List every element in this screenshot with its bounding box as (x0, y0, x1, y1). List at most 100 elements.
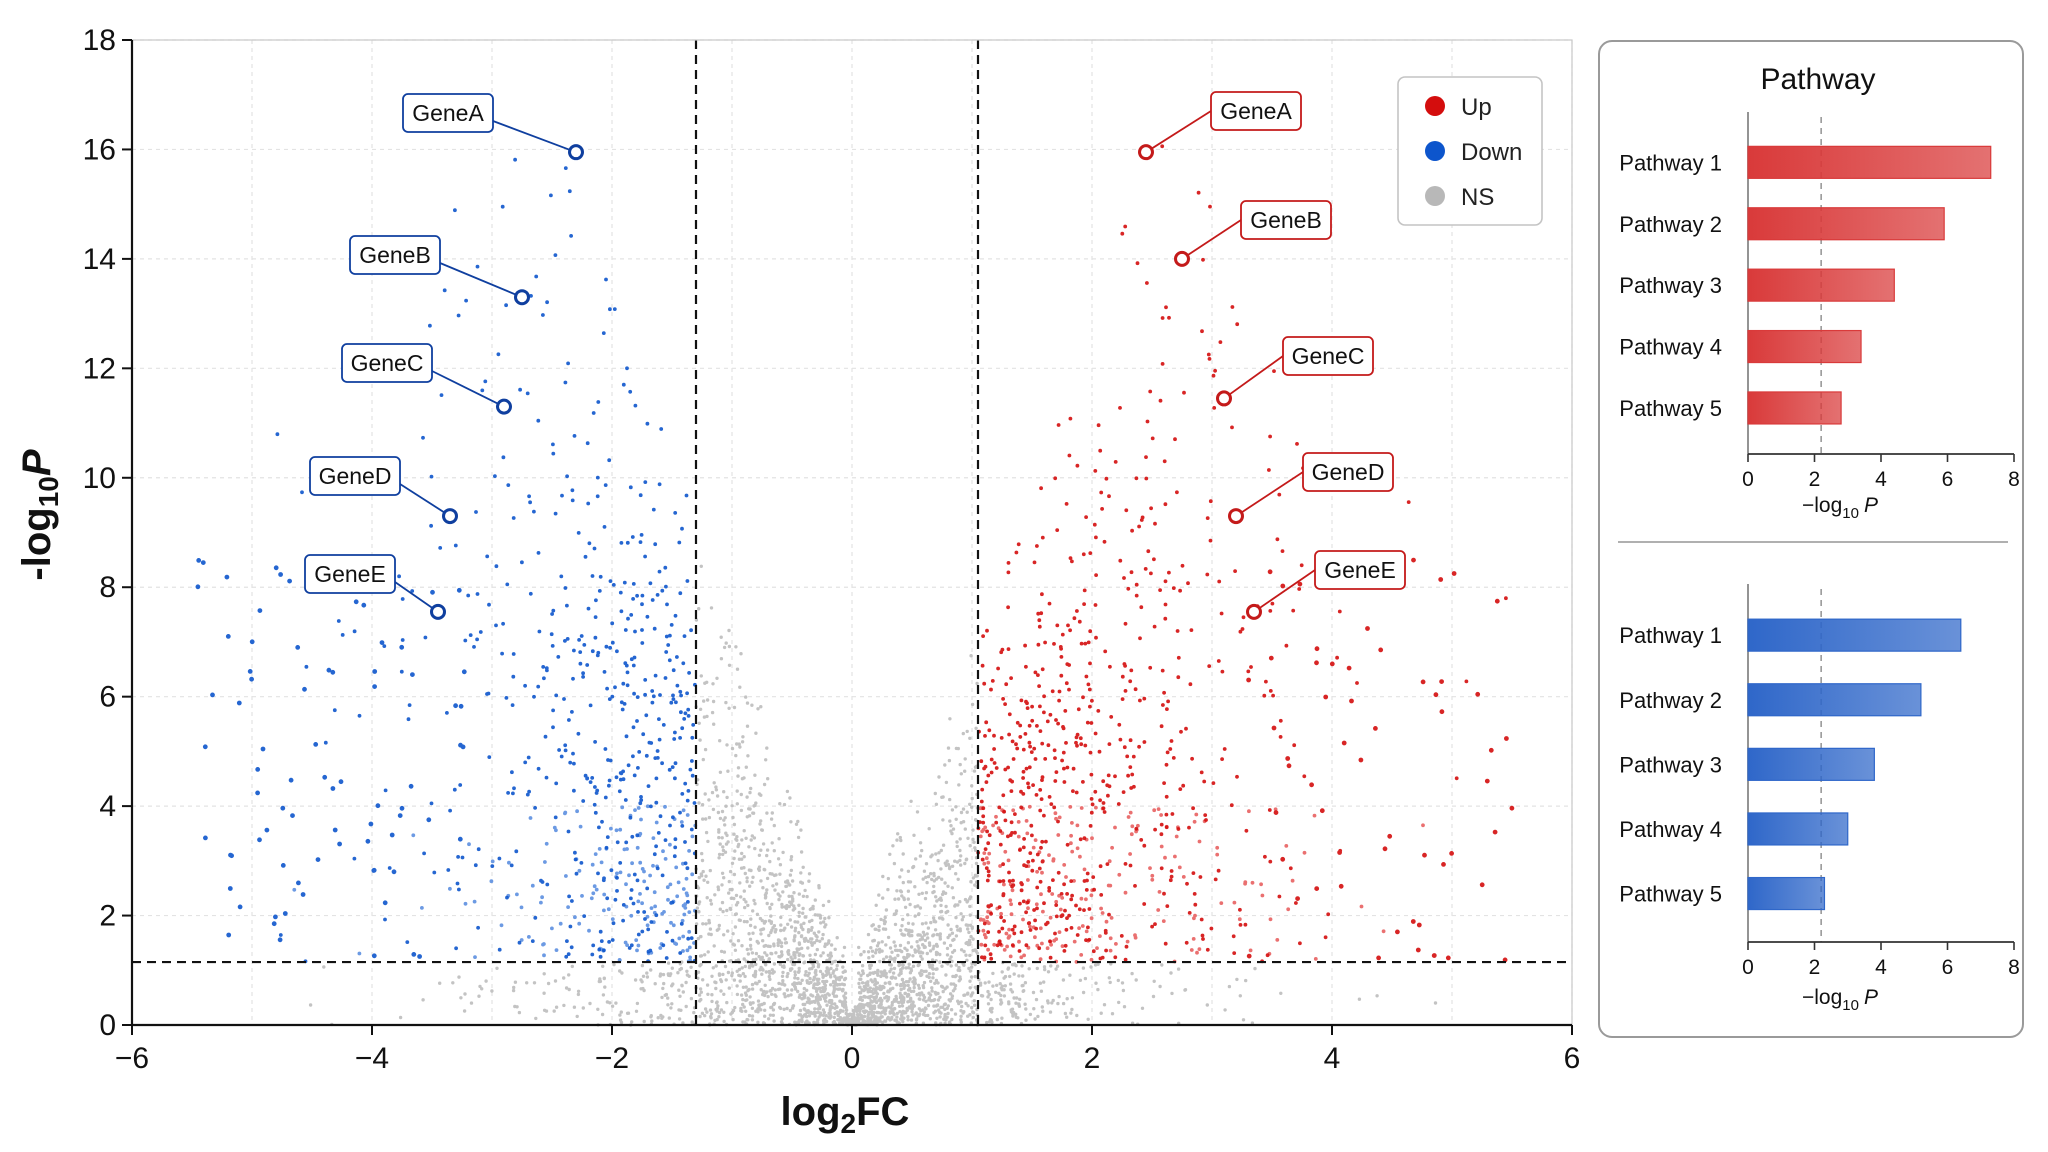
x-tick-label: 4 (1324, 1042, 1341, 1075)
pathway-x-tick-label: 4 (1875, 468, 1887, 491)
y-tick-label: 8 (99, 571, 116, 604)
highlighted-gene-point (442, 508, 458, 525)
x-tick-label: 0 (844, 1042, 861, 1075)
annotation-label: GeneA (412, 100, 484, 126)
pathway-bar (1747, 812, 1849, 846)
annotation-label: GeneE (314, 561, 386, 587)
x-tick-label: −2 (595, 1042, 629, 1075)
pathway-down-x-title: −log10 P (1802, 986, 1878, 1014)
pathway-up-x-title-base: −log (1802, 494, 1842, 517)
threshold-lines (132, 40, 1572, 1025)
legend-label: Down (1461, 139, 1522, 166)
highlighted-gene-point (514, 289, 530, 306)
pathway-up-chart: Pathway 1 Pathway 2 Pathway 3 Pathway 4 Path… (1619, 112, 2020, 491)
annotation-leader (1145, 110, 1212, 153)
pathway-label: Pathway 3 (1619, 273, 1722, 298)
annotation-leader (1181, 219, 1242, 260)
pathway-label: Pathway 4 (1619, 817, 1722, 842)
pathway-x-tick-label: 6 (1942, 956, 1954, 979)
y-axis-title-var: P (15, 449, 59, 476)
highlighted-gene-point (1228, 508, 1244, 525)
highlighted-gene-point (496, 398, 512, 415)
annotation-label: GeneC (1292, 343, 1365, 369)
pathway-bar (1747, 145, 1992, 179)
annotation-label: GeneC (351, 350, 424, 376)
ns-points (308, 564, 1438, 1027)
gene-annotations: GeneA GeneB GeneC GeneD GeneE GeneA GeneB GeneC… (304, 91, 1406, 620)
x-tick-label: −4 (355, 1042, 389, 1075)
highlighted-gene-point (568, 144, 584, 161)
annotation-leader (399, 483, 451, 517)
pathway-x-tick-label: 0 (1742, 956, 1754, 979)
pathway-bar (1747, 747, 1875, 781)
annotation-box (304, 554, 396, 594)
y-tick-label: 14 (83, 243, 116, 276)
volcano-grid (131, 39, 1573, 1026)
y-axis-title-base: -log (15, 507, 59, 580)
pathway-label: Pathway 2 (1619, 212, 1722, 237)
volcano-points (195, 144, 1515, 1027)
annotation-leader (439, 262, 523, 299)
legend-marker (1425, 96, 1445, 116)
y-tick-label: 12 (83, 352, 116, 385)
pathway-label: Pathway 1 (1619, 623, 1722, 648)
pathway-bar (1747, 329, 1862, 364)
x-axis-title-base: log (781, 1090, 841, 1134)
annotation-label: GeneE (1324, 557, 1396, 583)
y-tick-label: 18 (83, 24, 116, 57)
annotation-box (1210, 91, 1302, 131)
pathway-x-tick-label: 0 (1742, 468, 1754, 491)
annotation-label: GeneA (1220, 98, 1292, 124)
pathway-x-tick-label: 2 (1809, 956, 1821, 979)
pathway-x-tick-label: 8 (2008, 468, 2020, 491)
y-tick-label: 0 (99, 1009, 116, 1042)
annotation-box (1282, 336, 1374, 376)
annotation-box (402, 93, 494, 133)
pathway-down-x-title-sub: 10 (1842, 997, 1859, 1014)
pathway-up-x-title: −log10 P (1802, 494, 1878, 522)
pathway-x-tick-label: 8 (2008, 956, 2020, 979)
y-tick-label: 10 (83, 462, 116, 495)
highlighted-gene-point (1216, 390, 1232, 407)
pathway-x-tick-label: 6 (1942, 468, 1954, 491)
down-points (195, 157, 697, 964)
annotation-leader (492, 120, 577, 154)
pathway-x-tick-label: 2 (1809, 468, 1821, 491)
annotation-leader (1253, 569, 1316, 613)
annotation-box (1302, 452, 1394, 492)
pathway-up-x-title-var: P (1864, 494, 1878, 517)
y-axis-title: -log10P (15, 449, 64, 580)
pathway-label: Pathway 1 (1619, 150, 1722, 175)
pathway-label: Pathway 3 (1619, 752, 1722, 777)
pathway-label: Pathway 2 (1619, 688, 1722, 713)
x-axis-title-rest: FC (856, 1090, 909, 1134)
pathway-down-x-title-var: P (1864, 986, 1878, 1009)
legend-label: NS (1461, 184, 1494, 211)
y-tick-label: 2 (99, 900, 116, 933)
y-tick-label: 6 (99, 681, 116, 714)
highlighted-gene-point (430, 603, 446, 620)
pathway-bar (1747, 618, 1962, 652)
pathway-bar (1747, 683, 1922, 717)
x-tick-label: −6 (115, 1042, 149, 1075)
pathway-bar (1747, 268, 1895, 302)
pathway-down-chart: Pathway 1 Pathway 2 Pathway 3 Pathway 4 Path… (1619, 584, 2020, 979)
down-points-light (292, 804, 698, 964)
y-tick-label: 4 (99, 790, 116, 823)
pathway-panel: Pathway Pathway 1 Pathway 2 Pathway 3 Pathw… (1598, 40, 2024, 1038)
y-axis-title-sub: 10 (33, 476, 64, 507)
pathway-label: Pathway 4 (1619, 335, 1722, 360)
pathway-up-x-title-sub: 10 (1842, 505, 1859, 522)
pathway-bar (1747, 876, 1826, 911)
highlighted-gene-point (1246, 603, 1262, 620)
x-tick-label: 2 (1084, 1042, 1101, 1075)
pathway-label: Pathway 5 (1619, 396, 1722, 421)
pathway-title: Pathway (1760, 63, 1875, 96)
legend-marker (1425, 141, 1445, 161)
pathway-down-x-title-base: −log (1802, 986, 1842, 1009)
up-points (976, 144, 1515, 964)
annotation-leader (431, 370, 505, 408)
pathway-bar (1747, 391, 1842, 425)
